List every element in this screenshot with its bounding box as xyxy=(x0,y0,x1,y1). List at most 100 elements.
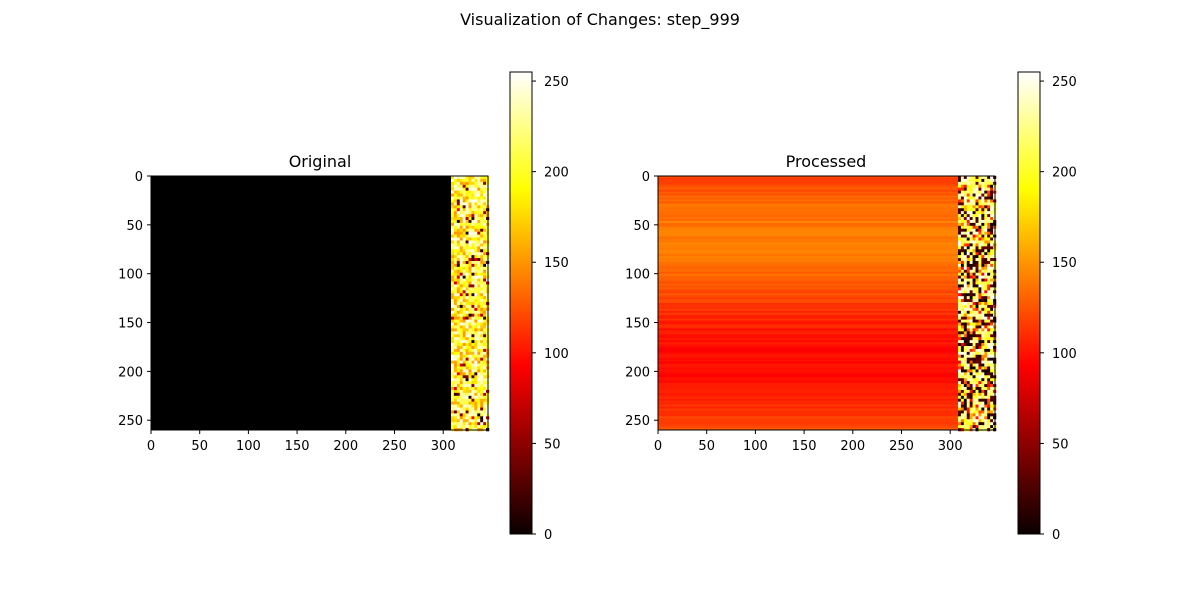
heatmap-cell xyxy=(456,199,461,203)
heatmap-cell xyxy=(978,322,982,326)
heatmap-cell xyxy=(453,278,458,282)
heatmap-cell xyxy=(981,307,985,312)
heatmap-cell xyxy=(477,319,481,323)
heatmap-cell xyxy=(471,401,475,405)
heatmap-cell xyxy=(969,322,973,326)
heatmap-cell xyxy=(960,231,965,235)
heatmap-cell xyxy=(462,381,466,385)
heatmap-cell xyxy=(465,392,469,397)
heatmap-cell xyxy=(987,316,991,320)
heatmap-cell xyxy=(990,381,994,385)
heatmap-cell xyxy=(480,398,484,402)
heatmap-cell xyxy=(459,231,463,235)
heatmap-cell xyxy=(450,366,455,370)
heatmap-cell xyxy=(450,413,455,417)
heatmap-cell xyxy=(981,299,985,303)
heatmap-cell xyxy=(465,357,469,361)
heatmap-cell xyxy=(981,384,985,388)
heatmap-row xyxy=(658,338,958,341)
heatmap-cell xyxy=(465,366,469,370)
heatmap-cell xyxy=(465,199,469,203)
heatmap-cell xyxy=(966,178,970,183)
heatmap-cell xyxy=(984,217,988,221)
heatmap-cell xyxy=(957,228,962,232)
colorbar-tick-label: 200 xyxy=(544,166,569,181)
heatmap-row xyxy=(658,320,958,324)
heatmap-cell xyxy=(453,381,458,385)
heatmap-cell xyxy=(969,407,973,411)
heatmap-cell xyxy=(468,416,472,420)
heatmap-cell xyxy=(477,284,481,288)
heatmap-row xyxy=(658,422,958,425)
heatmap-cell xyxy=(960,360,965,364)
heatmap-cell xyxy=(984,269,988,274)
heatmap-cell xyxy=(465,290,469,294)
heatmap-cell xyxy=(972,219,976,224)
heatmap-cell xyxy=(957,410,962,414)
heatmap-cell xyxy=(459,404,463,408)
heatmap-cell xyxy=(987,214,991,218)
heatmap-cell xyxy=(462,375,466,379)
heatmap-cell xyxy=(972,422,976,426)
heatmap-cell xyxy=(966,419,970,423)
heatmap-row xyxy=(658,285,958,288)
heatmap-cell xyxy=(969,255,973,259)
heatmap-cell xyxy=(453,328,458,332)
heatmap-cell xyxy=(957,401,962,405)
heatmap-cell xyxy=(963,284,968,288)
heatmap-cell xyxy=(957,419,962,423)
heatmap-cell xyxy=(960,425,965,429)
heatmap-cell xyxy=(483,263,487,268)
heatmap-cell xyxy=(990,278,994,282)
heatmap-cell xyxy=(969,243,973,247)
heatmap-cell xyxy=(468,228,472,232)
heatmap-cell xyxy=(465,278,469,282)
heatmap-cell xyxy=(972,181,976,186)
heatmap-cell xyxy=(468,360,472,364)
heatmap-cell xyxy=(960,354,965,359)
heatmap-cell xyxy=(975,176,979,180)
heatmap-cell xyxy=(471,357,475,361)
heatmap-cell xyxy=(957,334,962,338)
heatmap-cell xyxy=(480,272,484,276)
heatmap-cell xyxy=(477,281,481,285)
heatmap-cell xyxy=(978,381,982,385)
heatmap-cell xyxy=(465,401,469,405)
heatmap-cell xyxy=(975,196,979,200)
heatmap-cell xyxy=(963,307,968,312)
heatmap-cell xyxy=(483,313,487,317)
heatmap-cell xyxy=(480,357,484,361)
heatmap-cell xyxy=(972,178,976,183)
heatmap-cell xyxy=(477,199,481,203)
heatmap-cell xyxy=(966,322,970,326)
heatmap-cell xyxy=(453,384,458,388)
heatmap-cell xyxy=(987,322,991,326)
heatmap-cell xyxy=(477,316,481,320)
heatmap-cell xyxy=(990,293,994,297)
heatmap-cell xyxy=(450,258,455,262)
heatmap-cell xyxy=(960,225,965,230)
heatmap-cell xyxy=(987,258,991,262)
heatmap-cell xyxy=(453,296,458,300)
heatmap-cell xyxy=(462,260,466,265)
heatmap-cell xyxy=(960,304,965,309)
heatmap-cell xyxy=(984,231,988,235)
heatmap-cell xyxy=(468,407,472,411)
heatmap-cell xyxy=(981,375,985,379)
heatmap-cell xyxy=(459,199,463,203)
heatmap-cell xyxy=(981,345,985,350)
heatmap-cell xyxy=(987,202,991,206)
heatmap-cell xyxy=(966,290,970,294)
heatmap-cell xyxy=(975,310,979,315)
heatmap-cell xyxy=(471,366,475,370)
heatmap-cell xyxy=(477,304,481,309)
heatmap-row xyxy=(658,222,958,226)
heatmap-cell xyxy=(474,181,478,186)
heatmap-cell xyxy=(471,176,475,180)
heatmap-cell xyxy=(474,284,478,288)
heatmap-cell xyxy=(462,354,466,359)
heatmap-row xyxy=(658,349,958,353)
heatmap-cell xyxy=(972,395,976,400)
heatmap-cell xyxy=(981,263,985,268)
heatmap-cell xyxy=(468,425,472,429)
